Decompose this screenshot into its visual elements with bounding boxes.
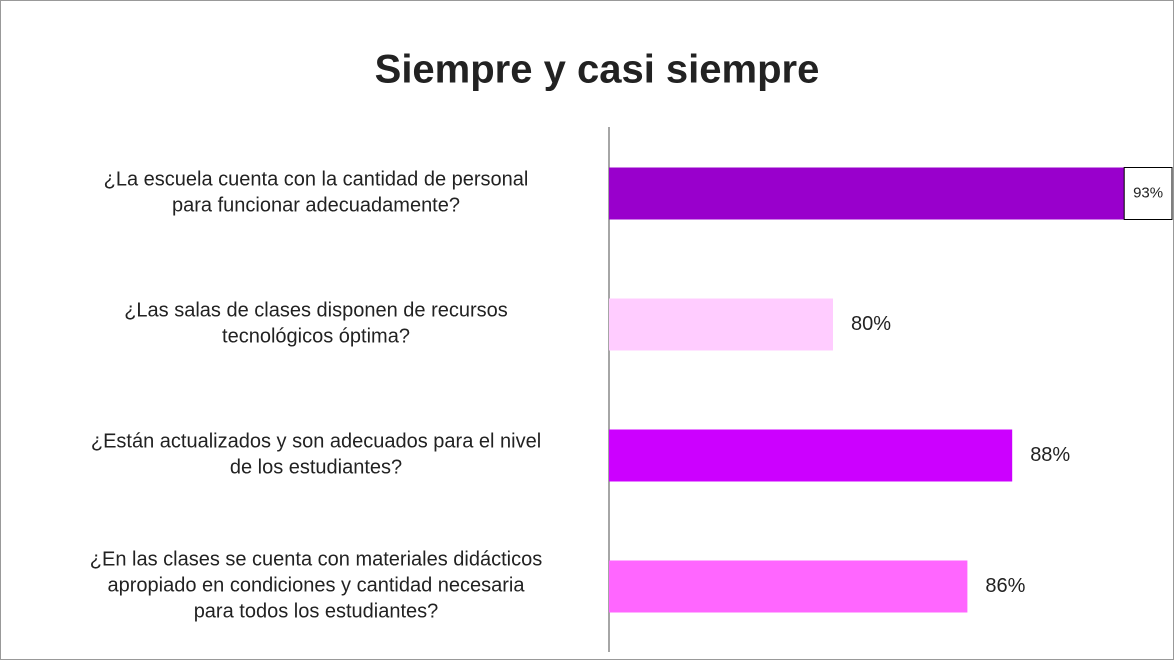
value-label: 93%: [1133, 184, 1163, 201]
category-label-line: ¿Las salas de clases disponen de recurso…: [124, 300, 508, 322]
category-label-line: tecnológicos óptima?: [222, 326, 410, 348]
category-label-line: apropiado en condiciones y cantidad nece…: [108, 575, 526, 597]
category-label-line: para funcionar adecuadamente?: [172, 195, 460, 217]
value-label: 88%: [1030, 444, 1070, 466]
category-label: ¿Las salas de clases disponen de recurso…: [124, 300, 508, 348]
category-label-line: de los estudiantes?: [230, 457, 402, 479]
category-label-line: ¿La escuela cuenta con la cantidad de pe…: [104, 169, 529, 191]
category-label-line: ¿Están actualizados y son adecuados para…: [91, 431, 541, 453]
value-label: 86%: [985, 575, 1025, 597]
bar: [609, 429, 1013, 482]
bar: [609, 167, 1125, 220]
bar: [609, 560, 968, 613]
chart-title: Siempre y casi siempre: [375, 48, 820, 92]
category-label: ¿La escuela cuenta con la cantidad de pe…: [104, 169, 529, 217]
category-label-line: ¿En las clases se cuenta con materiales …: [90, 549, 542, 571]
category-label-line: para todos los estudiantes?: [194, 601, 439, 623]
value-label-box: [1123, 167, 1173, 220]
category-label: ¿Están actualizados y son adecuados para…: [91, 431, 541, 479]
value-label: 80%: [851, 313, 891, 335]
bar: [609, 298, 833, 351]
category-label: ¿En las clases se cuenta con materiales …: [90, 549, 542, 623]
